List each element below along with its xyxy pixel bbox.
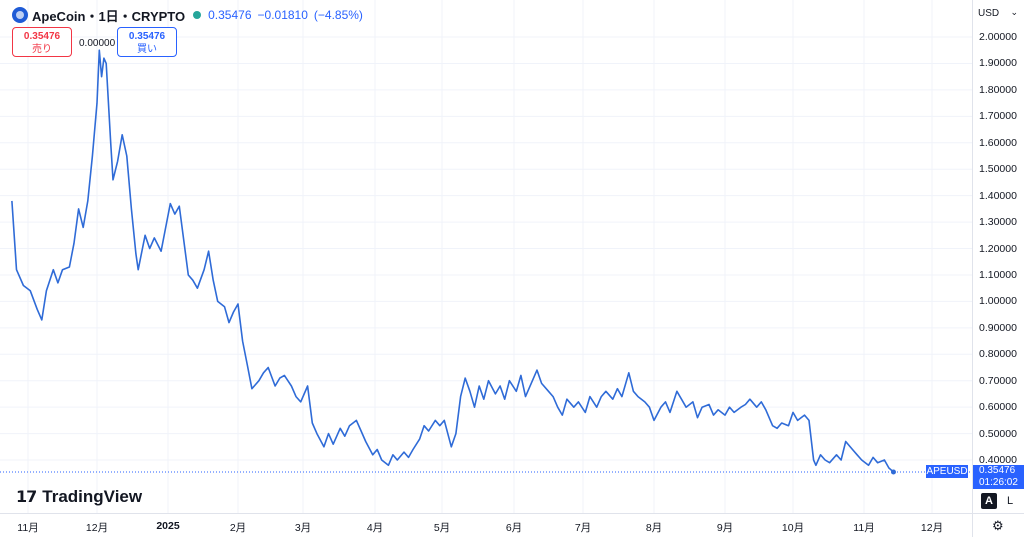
currency-selector[interactable]: USD ⌄ bbox=[978, 7, 1020, 19]
buy-price: 0.35476 bbox=[128, 31, 166, 42]
apecoin-logo-icon bbox=[12, 7, 28, 23]
x-tick-label: 4月 bbox=[366, 522, 384, 534]
y-tick-label: 0.90000 bbox=[979, 321, 1017, 334]
x-tick-label: 5月 bbox=[433, 522, 451, 534]
x-tick-label: 12月 bbox=[85, 522, 109, 534]
price-tag: 0.35476 01:26:02 bbox=[973, 465, 1024, 489]
last-price-dot bbox=[890, 469, 896, 475]
y-tick-label: 0.80000 bbox=[979, 348, 1017, 361]
y-tick-label: 1.10000 bbox=[979, 268, 1017, 281]
buy-button[interactable]: 0.35476 買い bbox=[117, 27, 177, 57]
y-tick-label: 1.00000 bbox=[979, 295, 1017, 308]
y-tick-label: 0.70000 bbox=[979, 374, 1017, 387]
x-tick-label: 3月 bbox=[294, 522, 312, 534]
y-tick-label: 2.00000 bbox=[979, 31, 1017, 43]
x-tick-label: 9月 bbox=[716, 522, 734, 534]
price-series-line bbox=[11, 49, 895, 473]
last-price-value: 0.35476 bbox=[208, 8, 252, 22]
auto-scale-button[interactable]: A bbox=[981, 493, 997, 509]
x-tick-label: 12月 bbox=[920, 522, 944, 534]
symbol-price-tag: APEUSD bbox=[926, 465, 968, 478]
x-tick-label: 11月 bbox=[17, 522, 39, 534]
y-tick-label: 1.20000 bbox=[979, 242, 1017, 255]
y-tick-label: 0.40000 bbox=[979, 454, 1017, 467]
symbol-title[interactable]: ApeCoin・1日・CRYPTO bbox=[32, 8, 186, 24]
y-tick-label: 1.40000 bbox=[979, 189, 1017, 202]
currency-label: USD bbox=[978, 8, 1000, 19]
x-tick-label: 11月 bbox=[853, 522, 875, 534]
y-tick-label: 1.50000 bbox=[979, 163, 1017, 176]
symbol-header: ApeCoin・1日・CRYPTO 0.35476 −0.01810 (−4.8… bbox=[12, 6, 369, 24]
y-tick-label: 1.80000 bbox=[979, 83, 1017, 96]
bar-countdown: 01:26:02 bbox=[979, 477, 1018, 488]
price-tag-value: 0.35476 bbox=[979, 465, 1016, 476]
spread-value: 0.00000 bbox=[79, 38, 116, 49]
price-change-percent: (−4.85%) bbox=[313, 8, 363, 22]
y-tick-label: 1.60000 bbox=[979, 136, 1017, 149]
chevron-down-icon: ⌄ bbox=[1010, 7, 1018, 17]
y-tick-label: 1.90000 bbox=[979, 57, 1017, 70]
price-change-value: −0.01810 bbox=[257, 8, 308, 22]
settings-icon[interactable]: ⚙ bbox=[992, 518, 1004, 533]
x-tick-label: 10月 bbox=[781, 522, 805, 534]
tradingview-wordmark: TradingView bbox=[42, 487, 143, 506]
x-tick-label: 7月 bbox=[574, 522, 592, 534]
x-tick-label: 2月 bbox=[229, 522, 247, 534]
buy-label: 買い bbox=[137, 44, 157, 55]
market-open-icon bbox=[193, 11, 202, 19]
y-tick-label: 0.60000 bbox=[979, 401, 1017, 414]
x-tick-label: 6月 bbox=[505, 522, 523, 534]
y-tick-label: 1.30000 bbox=[979, 216, 1017, 229]
x-tick-label: 8月 bbox=[645, 522, 663, 534]
sell-label: 売り bbox=[32, 44, 52, 55]
tradingview-logo[interactable]: 𝟭𝟳 TradingView bbox=[16, 487, 142, 507]
sell-button[interactable]: 0.35476 売り bbox=[12, 27, 72, 57]
sell-price: 0.35476 bbox=[23, 31, 61, 42]
y-tick-label: 0.50000 bbox=[979, 427, 1017, 440]
x-tick-label: 2025 bbox=[156, 520, 180, 532]
tradingview-logo-icon: 𝟭𝟳 bbox=[16, 489, 37, 506]
y-tick-label: 1.70000 bbox=[979, 110, 1017, 123]
log-scale-button[interactable]: L bbox=[1006, 495, 1014, 507]
